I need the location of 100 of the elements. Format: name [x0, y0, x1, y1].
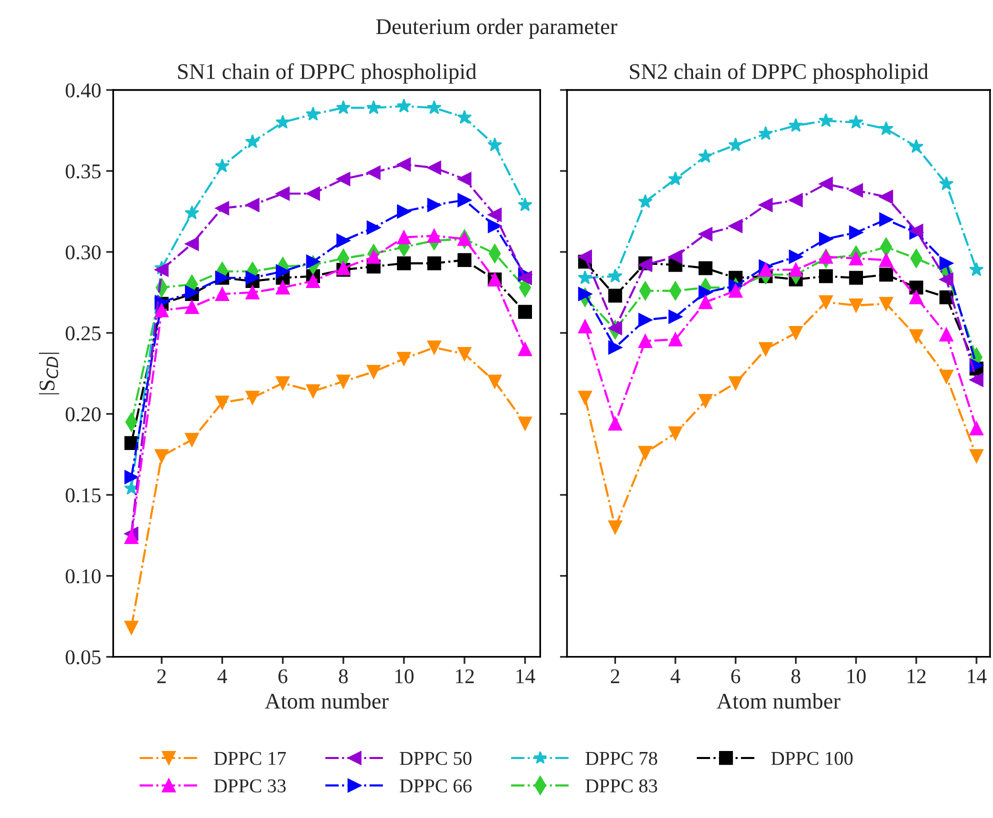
- point: [608, 520, 622, 534]
- x-axis-title: Atom number: [264, 693, 389, 709]
- y-tick-label: 0.20: [66, 407, 101, 422]
- point: [939, 328, 954, 342]
- x-tick-label: 14: [968, 669, 987, 684]
- point: [728, 137, 743, 152]
- y-tick-label: 0.05: [66, 650, 101, 664]
- point: [788, 250, 803, 264]
- x-tick-label: 6: [731, 669, 740, 684]
- chart-title: SN1 chain of DPPC phospholipid: [178, 63, 476, 84]
- point: [276, 264, 290, 278]
- point: [518, 304, 532, 319]
- point: [458, 347, 472, 361]
- x-tick-label: 4: [670, 669, 680, 684]
- point: [366, 220, 381, 235]
- point: [908, 139, 924, 153]
- x-axis-title: Atom number: [716, 693, 840, 709]
- y-tick-label: 0.30: [66, 245, 101, 260]
- point: [458, 232, 472, 246]
- x-tick-label: 12: [908, 669, 926, 684]
- point: [578, 390, 592, 405]
- x-tick-label: 2: [610, 669, 620, 684]
- point: [427, 340, 442, 354]
- point: [246, 285, 260, 300]
- point: [336, 172, 350, 186]
- point: [276, 376, 290, 390]
- point: [124, 620, 138, 635]
- legend-label: DPPC 66: [400, 779, 472, 792]
- point: [124, 530, 138, 544]
- point: [578, 287, 592, 301]
- point: [366, 100, 381, 114]
- legend-label: DPPC 17: [214, 752, 286, 765]
- y-tick-label: 0.35: [66, 164, 101, 178]
- point: [879, 296, 894, 311]
- point: [427, 228, 442, 243]
- point: [426, 100, 442, 114]
- point: [396, 256, 411, 270]
- point: [818, 269, 833, 284]
- point: [396, 98, 412, 112]
- point: [457, 110, 472, 124]
- point: [215, 287, 230, 301]
- x-tick-label: 6: [278, 669, 288, 684]
- x-tick-label: 10: [847, 669, 866, 684]
- point: [396, 204, 411, 218]
- point: [488, 374, 502, 388]
- legend-label: DPPC 100: [771, 752, 853, 765]
- point: [578, 320, 592, 334]
- point: [818, 295, 833, 310]
- point: [698, 285, 712, 300]
- point: [758, 126, 774, 140]
- point: [970, 372, 984, 387]
- point: [939, 272, 954, 286]
- point: [668, 250, 682, 264]
- point: [276, 280, 290, 295]
- point: [969, 262, 984, 276]
- point: [818, 113, 834, 128]
- point: [608, 288, 622, 303]
- x-tick-label: 14: [516, 669, 536, 684]
- point: [578, 270, 592, 284]
- point: [396, 230, 411, 244]
- point: [518, 416, 532, 431]
- point: [246, 198, 260, 212]
- point: [788, 262, 803, 277]
- point: [939, 370, 954, 384]
- point: [879, 253, 894, 267]
- point: [306, 274, 320, 288]
- point: [366, 364, 381, 379]
- point: [818, 176, 833, 191]
- point: [578, 250, 592, 264]
- x-tick-label: 8: [791, 669, 800, 684]
- point: [909, 290, 924, 304]
- point: [306, 106, 320, 121]
- point: [849, 270, 863, 285]
- point: [608, 268, 622, 283]
- y-axis-title: |S$_{CD}$|: [38, 352, 60, 394]
- point: [184, 205, 200, 220]
- point: [246, 270, 260, 285]
- point: [276, 186, 290, 201]
- point: [184, 300, 199, 314]
- point: [638, 446, 652, 460]
- point: [849, 251, 863, 266]
- point: [668, 426, 682, 440]
- point: [728, 376, 743, 390]
- point: [698, 227, 712, 242]
- point: [728, 219, 743, 233]
- y-tick-label: 0.15: [66, 488, 101, 502]
- point: [970, 422, 984, 436]
- point: [970, 449, 984, 463]
- point: [939, 256, 954, 270]
- point: [668, 310, 682, 324]
- point: [638, 194, 653, 208]
- point: [488, 219, 502, 233]
- point: [124, 470, 138, 484]
- point: [698, 261, 712, 276]
- point: [275, 114, 290, 129]
- point: [849, 183, 863, 198]
- x-tick-label: 4: [217, 669, 228, 684]
- point: [879, 212, 894, 226]
- point: [246, 390, 260, 405]
- point: [215, 396, 230, 410]
